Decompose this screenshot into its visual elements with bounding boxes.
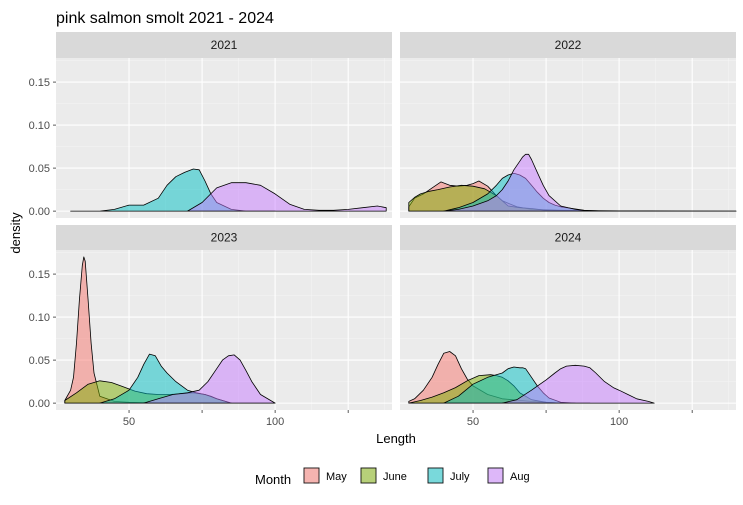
- x-axis-title: Length: [376, 431, 416, 446]
- facet-strip: [56, 32, 392, 58]
- facet-strip-label: 2023: [211, 231, 238, 245]
- x-tick-label: 100: [610, 416, 628, 428]
- legend-key-aug: [487, 467, 504, 484]
- y-tick-label: 0.00: [29, 206, 50, 218]
- y-tick-label: 0.15: [29, 269, 50, 281]
- density-area-aug: [143, 354, 276, 404]
- legend-label-may: May: [326, 471, 347, 483]
- legend-key-july: [427, 467, 444, 484]
- facet-strip-label: 2022: [555, 38, 582, 52]
- legend-label-june: June: [383, 471, 407, 483]
- legend-title: Month: [255, 472, 291, 487]
- panel-grid: 2021 2022 2023 2024: [56, 32, 737, 410]
- chart-title: pink salmon smolt 2021 - 2024: [56, 10, 274, 27]
- facet-strip: [400, 225, 736, 250]
- y-tick-label: 0.05: [29, 163, 50, 175]
- panel-2024: 2024: [400, 225, 736, 410]
- panel-2023: 2023: [56, 225, 392, 410]
- panel-2022: 2022: [400, 32, 737, 218]
- legend-key-june: [360, 467, 377, 484]
- density-area-aug: [187, 182, 387, 212]
- y-tick-label: 0.05: [29, 355, 50, 367]
- y-axis-title: density: [8, 212, 23, 254]
- x-tick-label: 50: [467, 416, 479, 428]
- legend-key-may: [303, 467, 320, 484]
- facet-strip: [56, 225, 392, 250]
- x-axis: 50 100 50 100: [123, 410, 693, 428]
- density-area-aug: [501, 364, 655, 404]
- panel-2021: 2021: [56, 32, 392, 218]
- density-area-aug: [443, 153, 591, 212]
- facet-strip: [400, 32, 736, 58]
- y-tick-label: 0.10: [29, 312, 50, 324]
- facet-strip-label: 2024: [555, 231, 582, 245]
- legend-label-aug: Aug: [510, 471, 530, 483]
- x-tick-label: 50: [123, 416, 135, 428]
- y-tick-label: 0.10: [29, 120, 50, 132]
- y-tick-label: 0.15: [29, 77, 50, 89]
- facet-strip-label: 2021: [211, 38, 238, 52]
- legend: Month May June July Aug: [255, 467, 530, 487]
- y-tick-label: 0.00: [29, 398, 50, 410]
- y-axis: 0.00 0.05 0.10 0.15 0.00 0.05 0.10 0.15: [29, 77, 56, 410]
- legend-label-july: July: [450, 471, 470, 483]
- x-tick-label: 100: [266, 416, 284, 428]
